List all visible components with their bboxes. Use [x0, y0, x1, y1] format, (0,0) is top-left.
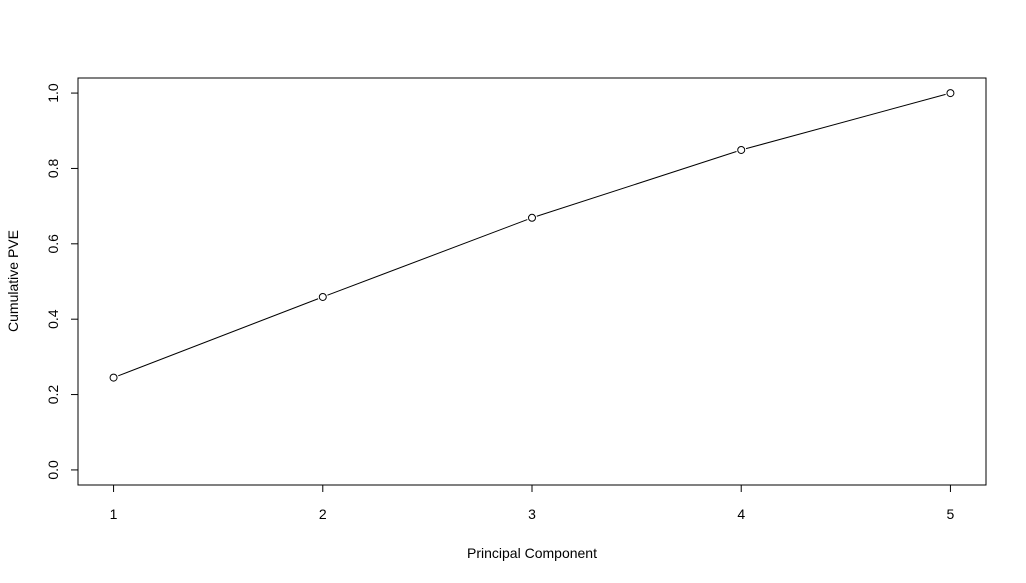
data-point	[528, 213, 536, 222]
y-tick-label: 1.0	[45, 83, 61, 103]
series-line-segment	[536, 151, 737, 217]
y-tick-label: 0.8	[45, 159, 61, 179]
data-point	[737, 145, 746, 154]
x-tick-label: 4	[737, 506, 745, 522]
data-point	[109, 373, 118, 382]
series-cumulative-pve	[109, 89, 955, 382]
x-axis-label: Principal Component	[467, 545, 597, 561]
x-tick-label: 1	[110, 506, 118, 522]
y-axis: 0.0 0.2 0.4 0.6 0.8 1.0	[45, 83, 79, 480]
y-tick-label: 0.6	[45, 234, 61, 254]
y-tick-label: 0.2	[45, 385, 61, 405]
x-tick-label: 5	[947, 506, 955, 522]
y-tick-label: 0.4	[45, 309, 61, 329]
x-tick-label: 2	[319, 506, 327, 522]
series-line-segment	[745, 93, 946, 150]
series-line-segment	[118, 298, 319, 377]
x-axis: 1 2 3 4 5	[110, 484, 955, 522]
data-point	[318, 292, 327, 301]
y-tick-label: 0.0	[45, 460, 61, 480]
data-point	[946, 89, 955, 98]
series-line-segment	[327, 219, 528, 296]
x-tick-label: 3	[528, 506, 536, 522]
y-axis-label: Cumulative PVE	[5, 230, 21, 332]
plot-frame	[77, 77, 987, 486]
